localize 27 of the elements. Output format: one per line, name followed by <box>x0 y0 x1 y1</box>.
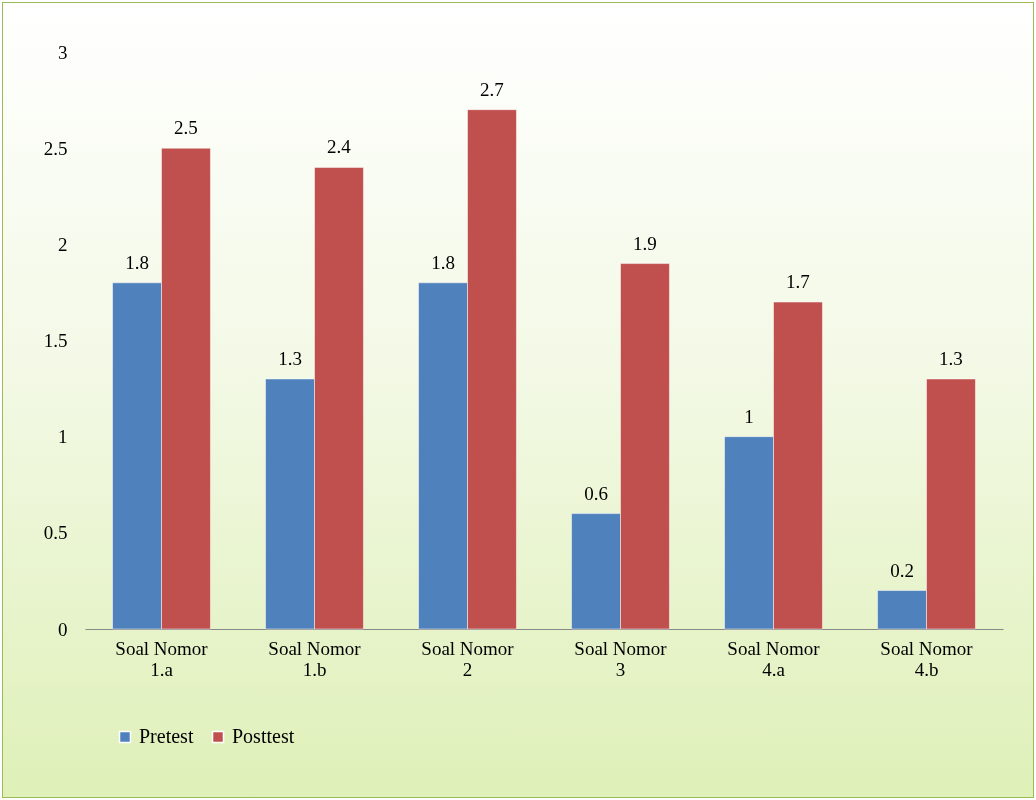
y-tick-label: 1 <box>58 426 68 448</box>
x-tick-label: Soal Nomor 4.a <box>727 637 821 680</box>
data-label: 1.8 <box>125 251 149 273</box>
data-label: 2.4 <box>327 136 352 158</box>
x-tick-label: Soal Nomor 4.b <box>880 637 974 680</box>
x-tick-label: Soal Nomor 2 <box>421 637 515 680</box>
data-label: 2.5 <box>174 117 198 139</box>
data-label: 0.2 <box>890 559 914 581</box>
x-tick-label: Soal Nomor 3 <box>574 637 668 680</box>
y-tick-label: 2.5 <box>43 137 68 159</box>
data-label: 1.8 <box>431 251 455 273</box>
y-tick-label: 2 <box>58 233 68 255</box>
data-label: 2.7 <box>480 78 504 100</box>
y-tick-label: 3 <box>58 41 68 63</box>
data-label: 1.3 <box>939 347 963 369</box>
y-tick-label: 0.5 <box>43 522 68 544</box>
data-label: 1.7 <box>786 271 810 293</box>
data-label: 1.9 <box>633 232 657 254</box>
y-tick-label: 1.5 <box>43 330 68 351</box>
data-label: 1 <box>744 405 754 427</box>
x-tick-label: Soal Nomor 1.a <box>115 637 209 680</box>
legend-label: Posttest <box>232 725 295 747</box>
data-label: 0.6 <box>584 482 608 504</box>
legend-label: Pretest <box>139 725 194 747</box>
x-tick-label: Soal Nomor 1.b <box>268 637 362 680</box>
y-tick-label: 0 <box>58 618 68 640</box>
data-label: 1.3 <box>278 347 302 369</box>
